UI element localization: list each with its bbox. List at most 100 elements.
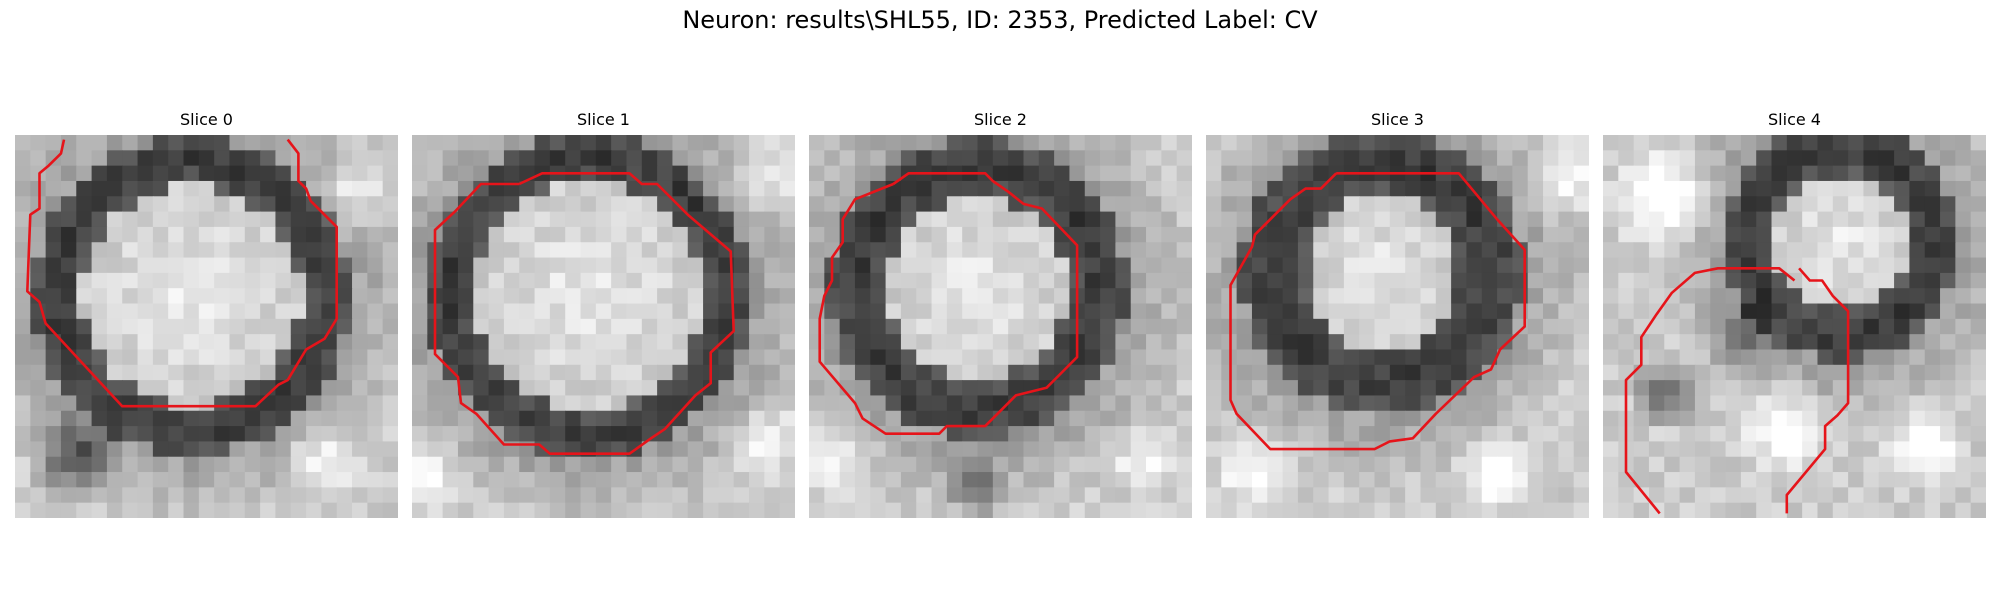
image-pixel (641, 456, 658, 473)
image-pixel (931, 502, 948, 518)
image-pixel (916, 472, 933, 488)
image-pixel (1161, 180, 1178, 197)
image-pixel (611, 257, 628, 274)
image-pixel (1481, 226, 1498, 243)
image-pixel (275, 303, 292, 320)
image-pixel (91, 318, 108, 335)
image-pixel (412, 426, 428, 442)
image-pixel (60, 150, 77, 167)
image-pixel (992, 318, 1009, 335)
image-pixel (626, 303, 643, 320)
image-pixel (1863, 380, 1880, 397)
image-pixel (977, 180, 994, 197)
image-pixel (931, 364, 948, 381)
image-pixel (1832, 426, 1849, 442)
image-pixel (885, 135, 902, 151)
image-pixel (946, 487, 963, 504)
image-pixel (473, 441, 490, 458)
image-pixel (488, 456, 505, 473)
image-pixel (534, 196, 551, 213)
image-pixel (229, 226, 246, 243)
image-pixel (687, 410, 704, 427)
image-pixel (580, 303, 597, 320)
image-pixel (565, 226, 582, 243)
image-pixel (703, 395, 719, 412)
image-pixel (1146, 349, 1162, 366)
image-pixel (106, 242, 123, 259)
image-pixel (1543, 257, 1559, 274)
image-pixel (1848, 272, 1865, 289)
image-pixel (733, 472, 750, 488)
image-pixel (76, 395, 93, 412)
image-pixel (412, 196, 428, 213)
image-pixel (580, 226, 597, 243)
image-pixel (488, 165, 505, 182)
image-pixel (595, 288, 612, 305)
image-pixel (1558, 303, 1575, 320)
image-pixel (183, 180, 200, 197)
image-pixel (1648, 472, 1665, 488)
image-pixel (1236, 196, 1253, 213)
image-pixel (1405, 349, 1422, 366)
image-pixel (275, 257, 292, 274)
image-pixel (1802, 211, 1819, 228)
image-pixel (549, 472, 566, 488)
image-pixel (473, 380, 490, 397)
image-pixel (503, 456, 520, 473)
image-pixel (183, 349, 200, 366)
slice-title: Slice 3 (1371, 110, 1424, 129)
image-pixel (565, 272, 582, 289)
image-pixel (106, 196, 123, 213)
image-pixel (1251, 135, 1268, 151)
image-pixel (137, 472, 154, 488)
image-pixel (946, 364, 963, 381)
image-pixel (657, 364, 674, 381)
image-pixel (1924, 165, 1941, 182)
image-pixel (1863, 334, 1880, 351)
image-pixel (214, 288, 231, 305)
image-pixel (1038, 426, 1055, 442)
image-pixel (1115, 502, 1132, 518)
image-pixel (1878, 150, 1895, 167)
image-pixel (1328, 426, 1345, 442)
image-pixel (1817, 364, 1834, 381)
image-pixel (1054, 288, 1071, 305)
image-pixel (1405, 380, 1422, 397)
image-pixel (229, 349, 246, 366)
image-pixel (1924, 211, 1941, 228)
image-pixel (1740, 426, 1757, 442)
image-pixel (1115, 196, 1132, 213)
image-pixel (1771, 135, 1788, 151)
image-pixel (1374, 318, 1391, 335)
image-pixel (1251, 165, 1268, 182)
image-pixel (1008, 135, 1025, 151)
image-pixel (152, 426, 169, 442)
image-pixel (611, 410, 628, 427)
image-pixel (1710, 272, 1727, 289)
image-pixel (718, 334, 735, 351)
image-pixel (15, 211, 31, 228)
image-pixel (1894, 472, 1910, 488)
image-pixel (580, 380, 597, 397)
image-pixel (352, 318, 368, 335)
image-pixel (549, 288, 566, 305)
image-pixel (106, 334, 123, 351)
image-pixel (1512, 135, 1529, 151)
image-pixel (1497, 334, 1513, 351)
image-pixel (45, 272, 62, 289)
image-pixel (764, 456, 781, 473)
image-pixel (565, 502, 582, 518)
image-pixel (1405, 395, 1422, 412)
image-pixel (824, 334, 841, 351)
image-pixel (839, 456, 856, 473)
image-pixel (137, 487, 154, 504)
image-pixel (1251, 487, 1268, 504)
image-pixel (1664, 180, 1681, 197)
image-pixel (764, 135, 781, 151)
image-pixel (641, 318, 658, 335)
image-pixel (229, 303, 246, 320)
image-pixel (1161, 380, 1178, 397)
image-pixel (1176, 257, 1192, 274)
image-pixel (1710, 487, 1727, 504)
image-pixel (1343, 150, 1360, 167)
